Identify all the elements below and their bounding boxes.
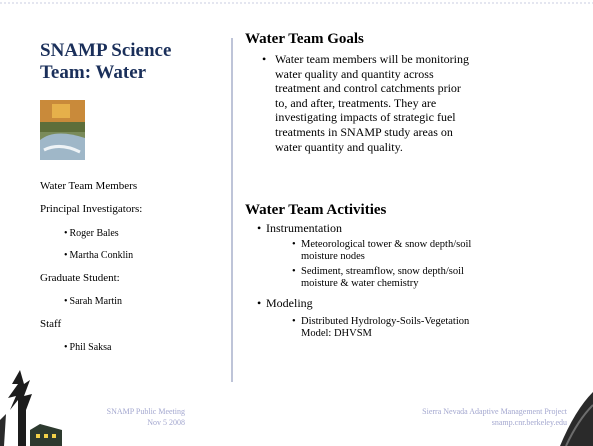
section-heading: Water Team Goals	[245, 31, 364, 48]
sub-bullet-text: Distributed Hydrology-Soils-Vegetation M…	[301, 316, 486, 340]
footer-text: SNAMP Public Meeting	[107, 406, 185, 417]
member-name: Martha Conklin	[64, 250, 133, 261]
member-name: Roger Bales	[64, 228, 119, 239]
members-heading: Water Team Members	[40, 180, 137, 192]
footer-text: Nov 5 2008	[107, 417, 185, 428]
member-name: Sarah Martin	[64, 296, 122, 307]
group-label: Principal Investigators:	[40, 203, 142, 215]
bullet-text: Instrumentation	[266, 221, 342, 236]
bullet-text: Water team members will be monitoring wa…	[275, 52, 475, 154]
tree-silhouette	[0, 370, 62, 446]
slide: SNAMP Science Team: Water Water Team Mem…	[0, 0, 593, 446]
photo	[40, 100, 85, 160]
footer-text: snamp.cnr.berkeley.edu	[422, 417, 567, 428]
group-label: Graduate Student:	[40, 272, 120, 284]
sidebar-title: SNAMP Science Team: Water	[40, 40, 225, 84]
sub-bullet-text: Sediment, streamflow, snow depth/soil mo…	[301, 266, 486, 290]
sub-bullet-text: Meteorological tower & snow depth/soil m…	[301, 239, 486, 263]
footer-right: Sierra Nevada Adaptive Management Projec…	[422, 406, 567, 428]
footer-left: SNAMP Public Meeting Nov 5 2008	[107, 406, 185, 428]
footer-text: Sierra Nevada Adaptive Management Projec…	[422, 406, 567, 417]
member-name: Phil Saksa	[64, 342, 111, 353]
bullet-text: Modeling	[266, 296, 313, 311]
group-label: Staff	[40, 318, 61, 330]
section-heading: Water Team Activities	[245, 202, 386, 219]
